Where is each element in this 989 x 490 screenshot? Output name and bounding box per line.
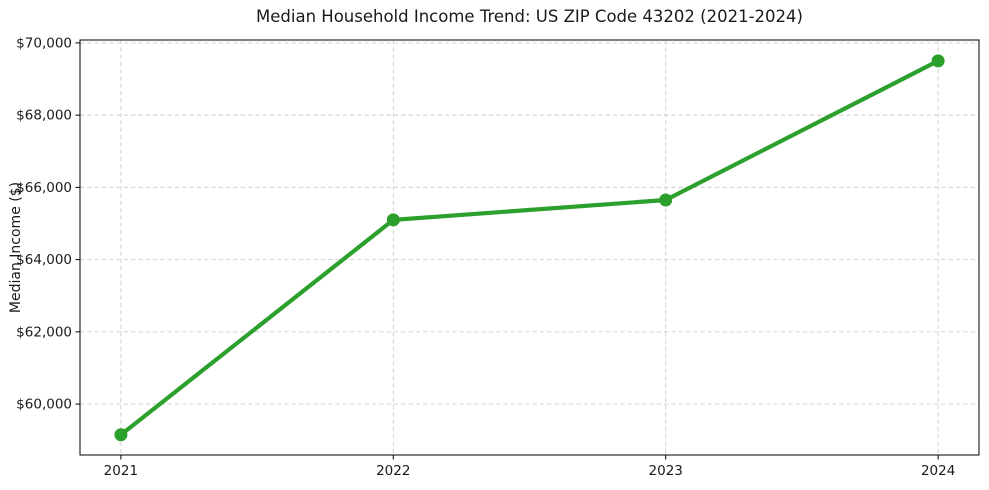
axis-ticks <box>75 42 939 460</box>
trend-line <box>118 58 941 437</box>
y-tick-label: $66,000 <box>16 180 72 196</box>
data-point <box>114 428 128 442</box>
data-points <box>114 54 945 442</box>
y-axis-label: Median Income ($) <box>8 182 24 313</box>
chart-title: Median Household Income Trend: US ZIP Co… <box>256 7 803 26</box>
gridlines <box>80 40 979 455</box>
y-tick-label: $68,000 <box>16 108 72 124</box>
y-tick-label: $62,000 <box>16 324 72 340</box>
data-point <box>931 54 945 68</box>
y-tick-label: $60,000 <box>16 397 72 413</box>
x-tick-label: 2024 <box>921 463 955 479</box>
x-tick-label: 2023 <box>649 463 683 479</box>
x-tick-label: 2022 <box>376 463 410 479</box>
y-tick-label: $70,000 <box>16 35 72 51</box>
tick-labels: $60,000 $62,000 $64,000 $66,000 $68,000 $70,0… <box>16 35 955 479</box>
x-tick-label: 2021 <box>104 463 138 479</box>
data-point <box>659 193 673 207</box>
data-point <box>386 213 400 227</box>
y-tick-label: $64,000 <box>16 252 72 268</box>
plot-border <box>79 39 980 456</box>
